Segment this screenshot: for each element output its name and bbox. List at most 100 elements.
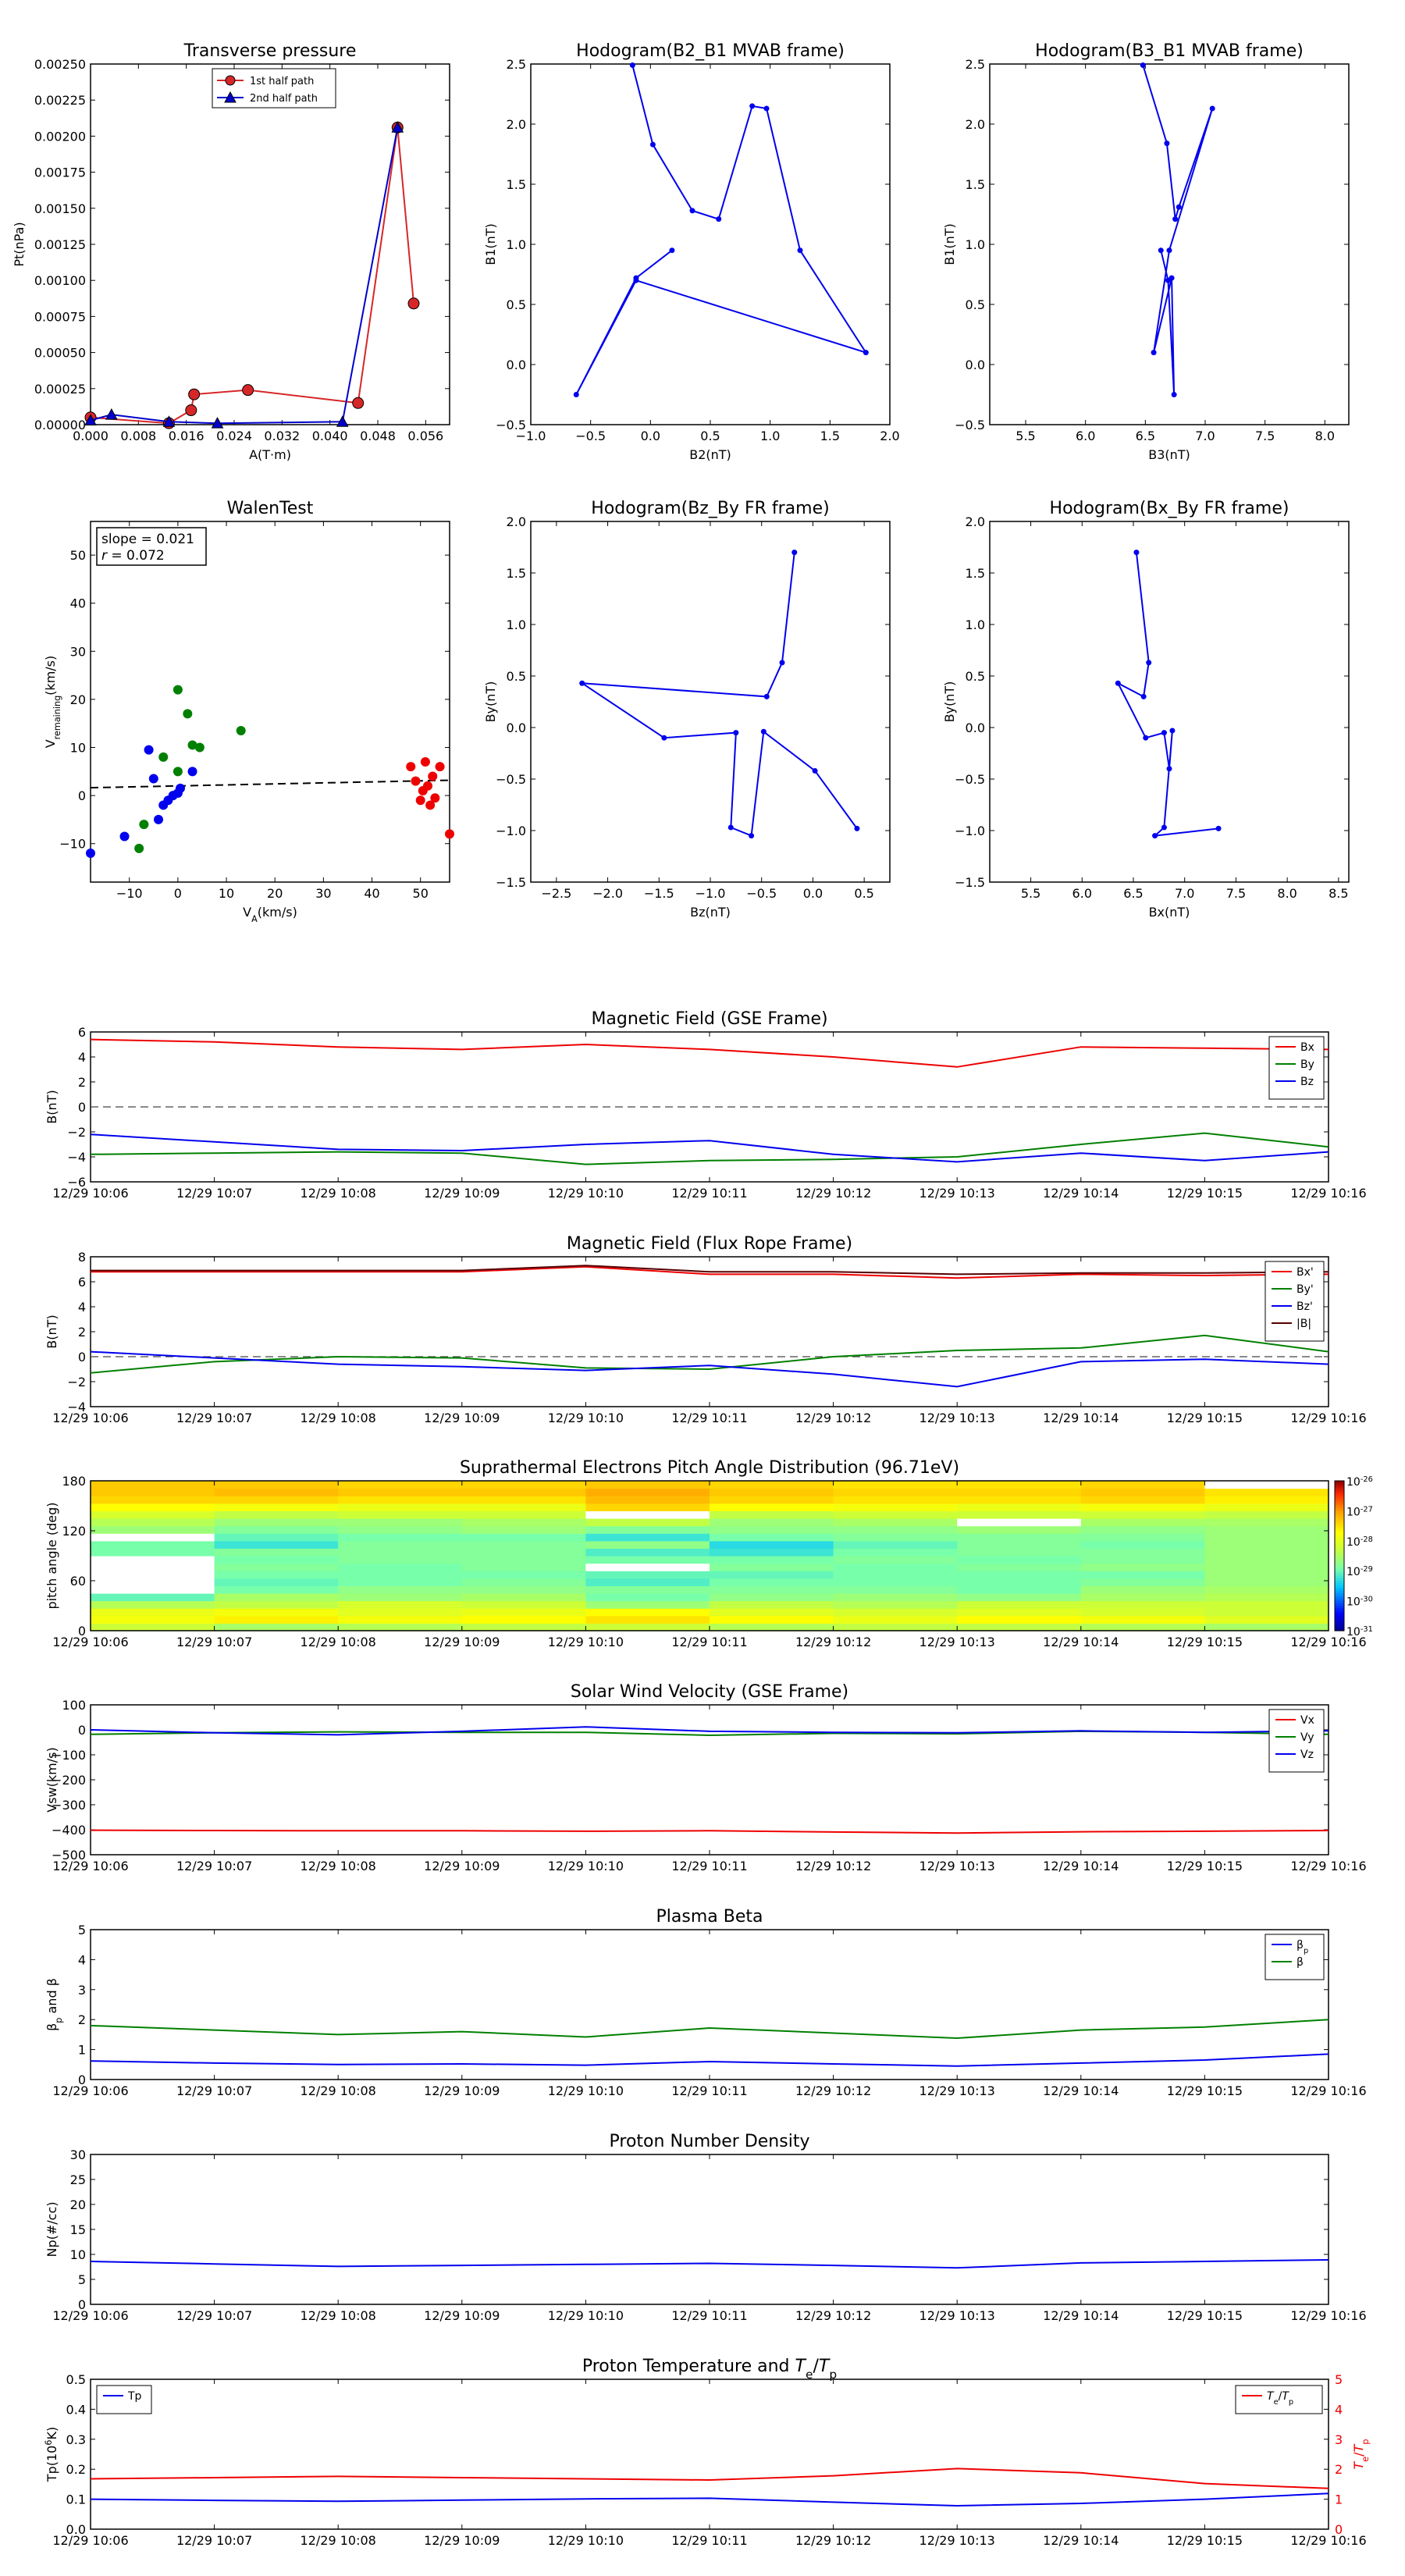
- heatmap-cell: [585, 1623, 710, 1631]
- y-tick-label: 0.4: [66, 2402, 86, 2417]
- hodogram-point: [1133, 550, 1140, 556]
- colorbar-segment: [1335, 1481, 1344, 1484]
- series-line: [90, 2259, 1329, 2269]
- y-axis-label: pitch angle (deg): [44, 1502, 59, 1609]
- scatter-point: [411, 776, 421, 786]
- colorbar-segment: [1335, 1523, 1344, 1527]
- heatmap-cell: [91, 1593, 215, 1602]
- y-tick-label: 2.5: [966, 57, 985, 72]
- x-tick-label: 0.008: [120, 429, 156, 443]
- heatmap-cell: [1080, 1585, 1205, 1594]
- colorbar-label: 10-30: [1346, 1595, 1373, 1609]
- colorbar-segment: [1335, 1513, 1344, 1517]
- y-axis-label: Vremaining(km/s): [43, 656, 62, 749]
- y-tick-label: 0.00050: [34, 346, 86, 361]
- x-tick-label: 12/29 10:15: [1167, 2083, 1243, 2098]
- y-tick-label: −4: [67, 1150, 86, 1165]
- y-axis-label: B1(nT): [483, 223, 498, 265]
- x-tick-label: 12/29 10:07: [176, 2308, 252, 2323]
- y-tick-label: 3: [78, 1983, 86, 1998]
- heatmap-cell: [214, 1578, 339, 1586]
- chart-pt: 0.000 0.008 0.016 0.024 0.032 0.040 0.048 0.056…: [12, 41, 450, 462]
- heatmap-cell: [957, 1481, 1082, 1489]
- x-tick-label: 0.5: [700, 429, 720, 443]
- y-tick-label: 2.0: [966, 514, 985, 529]
- series-line: [90, 1133, 1329, 1163]
- x-tick-label: 7.0: [1195, 429, 1215, 443]
- y-tick-label: 1.5: [507, 566, 526, 581]
- scatter-point: [187, 767, 197, 777]
- heatmap-cell: [338, 1525, 463, 1534]
- heatmap-cell: [461, 1563, 586, 1571]
- legend-entry: Vz: [1300, 1749, 1314, 1761]
- y-tick-label: −2: [67, 1375, 86, 1389]
- x-tick-label: 12/29 10:13: [919, 2083, 995, 2098]
- hodogram-point: [1158, 247, 1164, 254]
- heatmap-cell: [461, 1608, 586, 1617]
- y-axis-label: B(nT): [44, 1090, 59, 1123]
- heatmap-cell: [214, 1525, 339, 1534]
- x-tick-label: 12/29 10:11: [671, 1411, 747, 1425]
- heatmap-cell: [833, 1503, 958, 1511]
- heatmap-cell: [1204, 1488, 1329, 1496]
- heatmap-cell: [1080, 1525, 1205, 1534]
- x-tick-label: 0: [174, 886, 182, 901]
- heatmap-cell: [1080, 1518, 1205, 1527]
- heatmap-cell: [833, 1540, 958, 1549]
- heatmap-cell: [214, 1585, 339, 1594]
- x-axis-label: B2(nT): [689, 447, 731, 462]
- y-tick-label: −1.0: [496, 824, 526, 838]
- chart-hodo1: −1.0 −0.5 0.0 0.5 1.0 1.5 2.0−0.50.00.51.01.52…: [483, 41, 900, 462]
- colorbar-segment: [1335, 1485, 1344, 1489]
- colorbar-segment: [1335, 1560, 1344, 1564]
- heatmap-cell: [710, 1481, 834, 1489]
- heatmap-cell: [585, 1525, 710, 1534]
- colorbar-segment: [1335, 1496, 1344, 1499]
- chart-title: Solar Wind Velocity (GSE Frame): [571, 1682, 848, 1702]
- hodogram-path: [575, 65, 868, 395]
- legend: Tp: [96, 2385, 152, 2414]
- x-tick-label: −0.5: [575, 429, 606, 443]
- x-axis-label: Bx(nT): [1149, 905, 1190, 920]
- hodogram-point: [749, 833, 755, 839]
- x-tick-label: 12/29 10:10: [548, 2533, 624, 2548]
- heatmap-cell: [710, 1571, 834, 1579]
- scatter-point: [425, 800, 436, 810]
- y-tick-label: 2: [78, 1075, 86, 1090]
- heatmap-cell: [91, 1525, 215, 1534]
- scatter-point: [158, 752, 169, 762]
- colorbar-segment: [1335, 1621, 1344, 1624]
- y-tick-label: −1.5: [955, 875, 985, 890]
- chart-title: Plasma Beta: [656, 1907, 763, 1927]
- colorbar-label: 10-26: [1346, 1475, 1373, 1489]
- scatter-point: [428, 771, 438, 781]
- heatmap-cell: [585, 1571, 710, 1579]
- hodogram-point: [1161, 730, 1167, 736]
- x-tick-label: 12/29 10:08: [301, 1186, 376, 1201]
- scatter-point: [119, 831, 130, 841]
- heatmap-cell: [338, 1571, 463, 1579]
- heatmap-cell: [91, 1510, 215, 1519]
- annotation-r: r = 0.072: [101, 548, 165, 564]
- x-tick-label: −2.5: [541, 886, 571, 901]
- heatmap-cell: [91, 1578, 215, 1586]
- colorbar-segment: [1335, 1531, 1344, 1534]
- heatmap-cell: [1204, 1563, 1329, 1571]
- heatmap-cell: [585, 1540, 710, 1549]
- colorbar-segment: [1335, 1568, 1344, 1571]
- heatmap-cell: [1080, 1593, 1205, 1602]
- colorbar: 10-26 10-27 10-28 10-29 10-30 10-31: [1334, 1475, 1373, 1638]
- x-tick-label: 12/29 10:07: [176, 1635, 252, 1649]
- y-tick-label: 2.0: [966, 117, 985, 132]
- x-tick-label: 12/29 10:10: [548, 1186, 624, 1201]
- heatmap-cell: [461, 1548, 586, 1557]
- heatmap-cell: [1204, 1503, 1329, 1511]
- x-tick-label: 6.0: [1076, 429, 1095, 443]
- y-tick-label: 1.0: [507, 237, 526, 252]
- x-tick-label: 12/29 10:07: [176, 1186, 252, 1201]
- y-tick-label: 0.00150: [34, 201, 86, 216]
- heatmap-cell: [1204, 1548, 1329, 1557]
- x-tick-label: 12/29 10:11: [671, 2533, 747, 2548]
- heatmap-cell: [833, 1600, 958, 1609]
- y-tick-label: 0: [78, 788, 86, 803]
